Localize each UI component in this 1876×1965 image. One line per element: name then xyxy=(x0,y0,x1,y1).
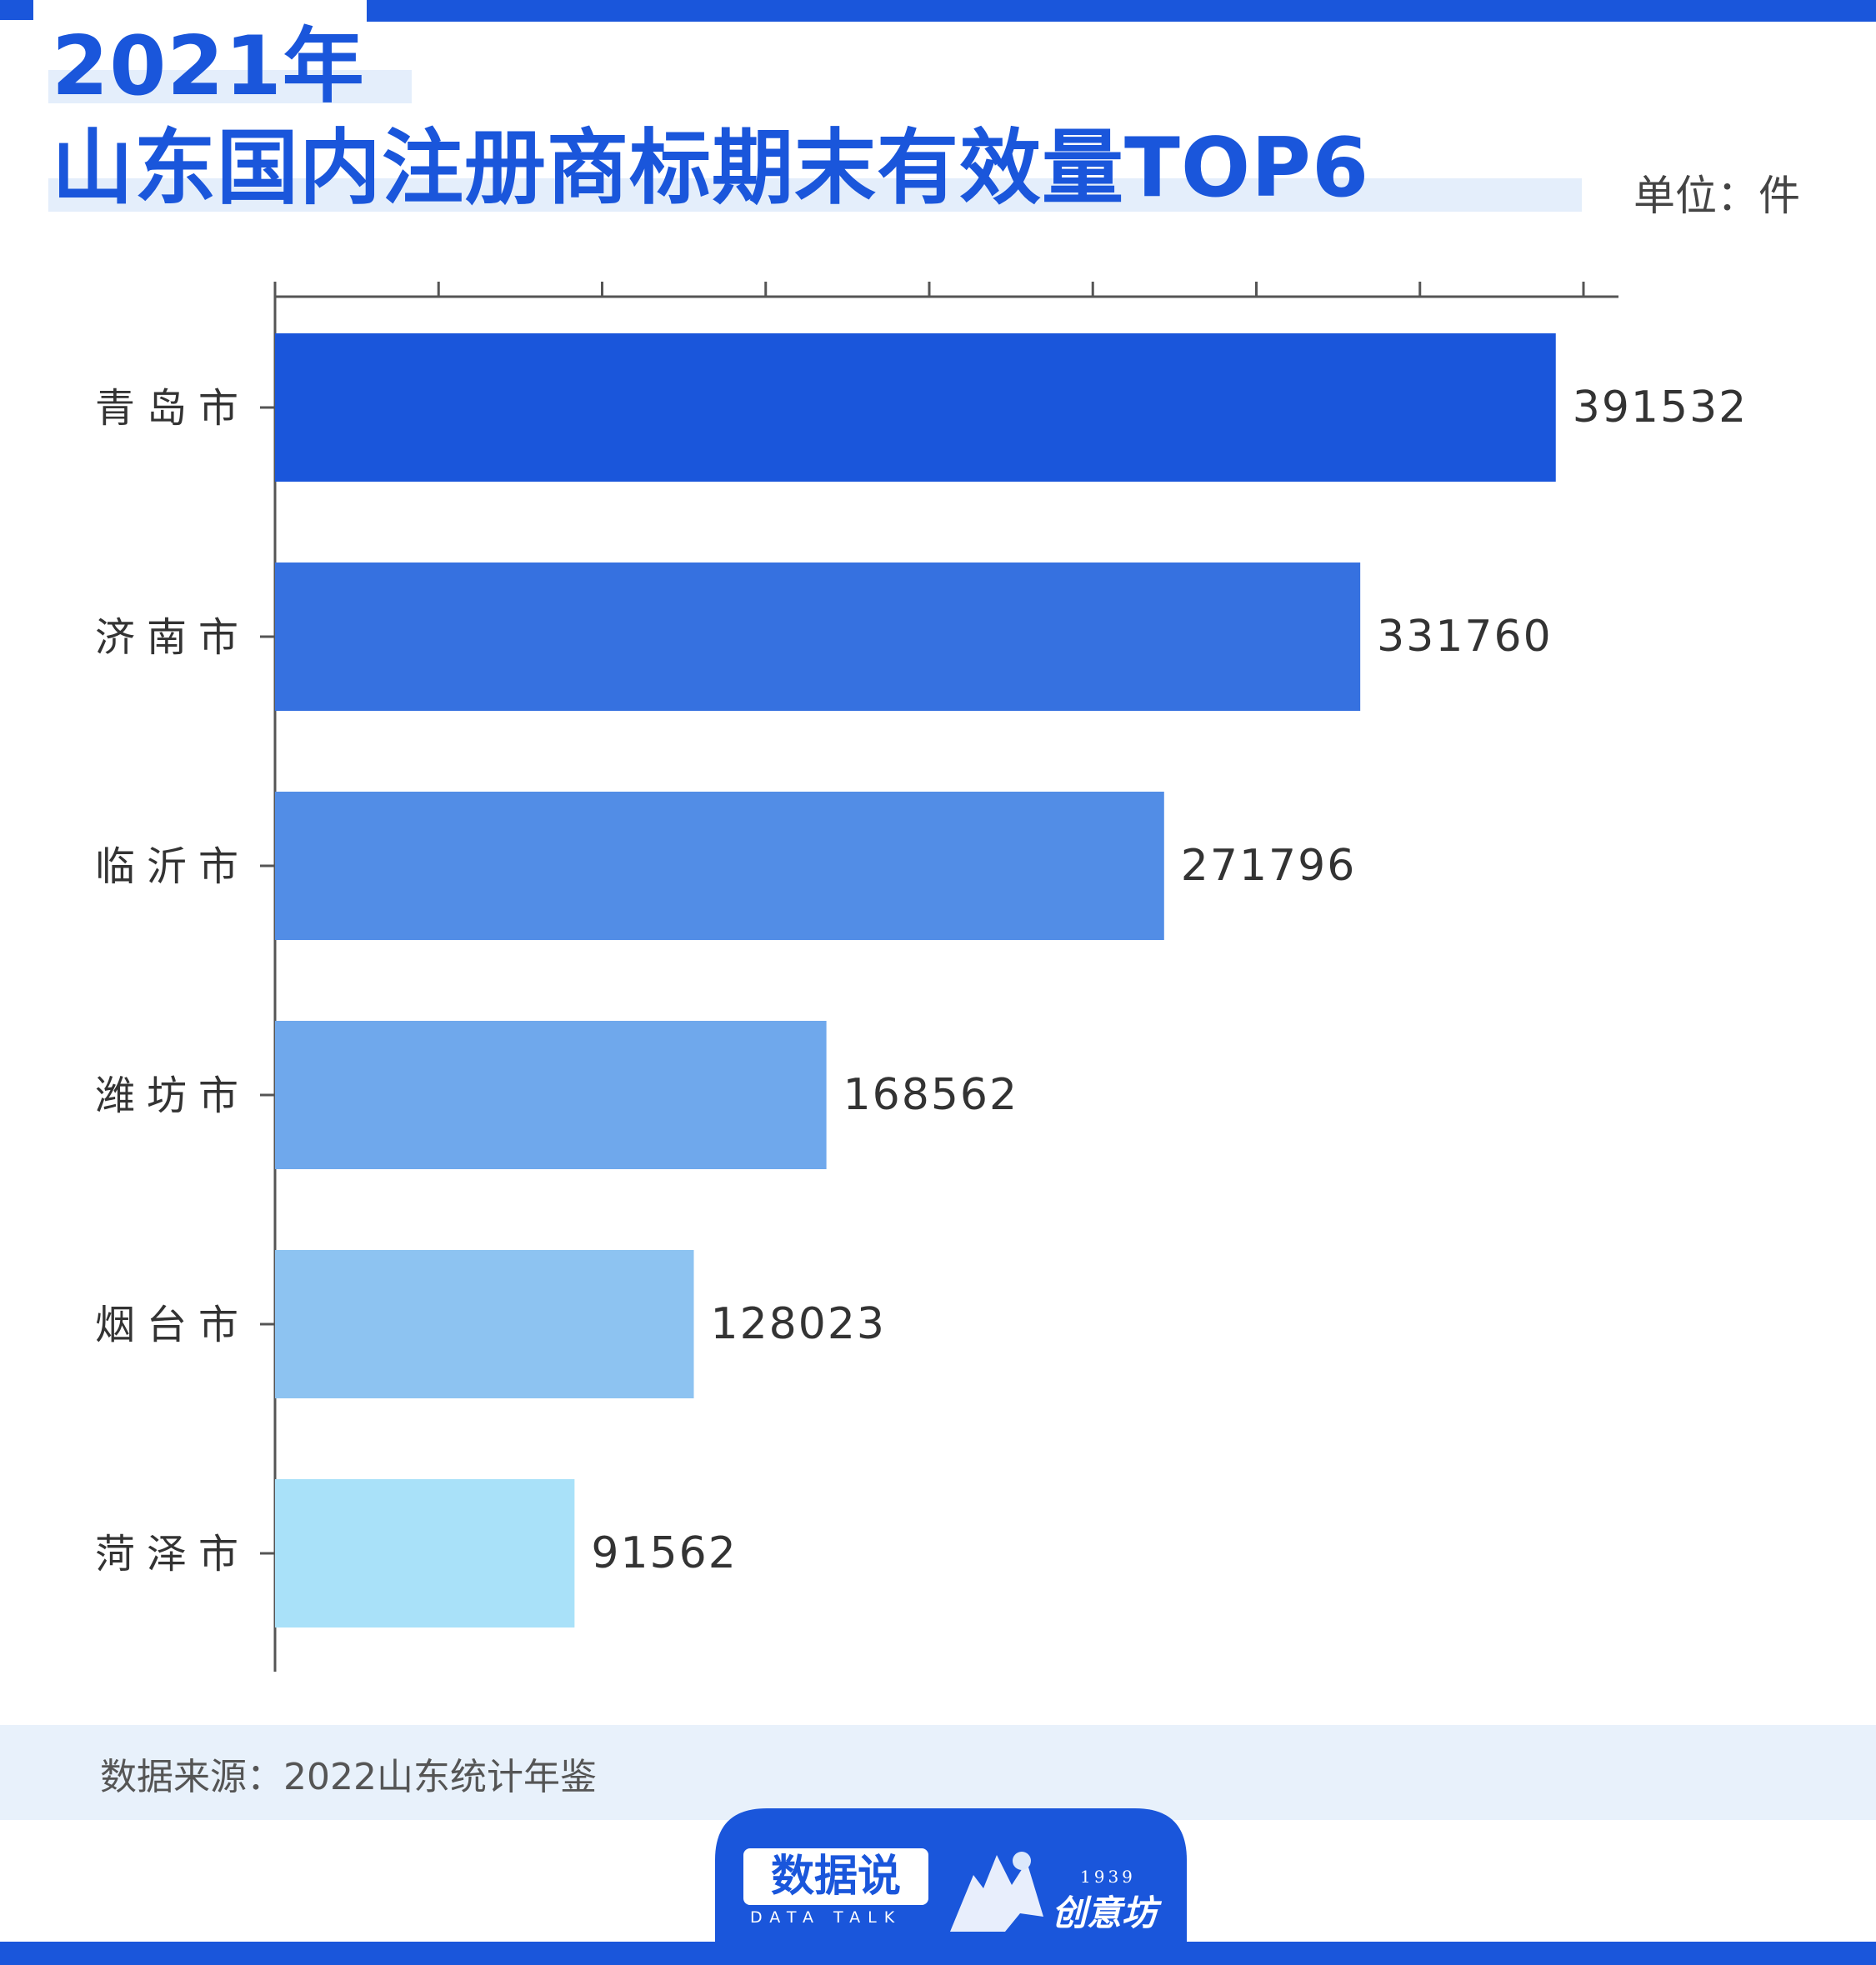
top-accent-bar-left xyxy=(0,0,33,20)
data-label-5: 91562 xyxy=(591,1528,737,1578)
bar-5 xyxy=(275,1479,575,1628)
chart-title-main: 山东国内注册商标期末有效量TOP6 xyxy=(52,121,1370,216)
data-label-0: 391532 xyxy=(1573,382,1748,432)
bar-4 xyxy=(275,1250,694,1398)
partner-logo-name: 创意坊 xyxy=(1052,1892,1158,1933)
unit-label: 单位：件 xyxy=(1633,172,1800,220)
data-label-3: 168562 xyxy=(843,1070,1019,1120)
category-label-1: 济南市 xyxy=(95,614,250,661)
data-source: 数据来源：2022山东统计年鉴 xyxy=(100,1756,597,1798)
brand-logo: 数据说 xyxy=(743,1848,928,1905)
category-label-2: 临沂市 xyxy=(95,843,250,890)
bottom-accent-bar xyxy=(0,1942,1876,1965)
data-label-4: 128023 xyxy=(710,1299,886,1349)
source-band xyxy=(0,1725,1876,1820)
sun-icon xyxy=(1013,1852,1031,1870)
bar-0 xyxy=(275,333,1556,482)
title-highlight-1 xyxy=(48,70,412,103)
mountain-icon xyxy=(950,1855,1043,1932)
data-label-1: 331760 xyxy=(1377,612,1553,662)
category-label-0: 青岛市 xyxy=(95,385,250,432)
chart-title-year: 2021年 xyxy=(52,19,365,114)
category-label-3: 潍坊市 xyxy=(95,1072,250,1119)
data-label-2: 271796 xyxy=(1181,841,1357,891)
bar-3 xyxy=(275,1021,827,1169)
brand-logo-sub: DATA TALK xyxy=(750,1908,903,1927)
partner-logo-year: 1939 xyxy=(1080,1867,1136,1887)
top-accent-bar-right xyxy=(367,0,1876,22)
category-label-4: 烟台市 xyxy=(95,1302,250,1348)
bar-2 xyxy=(275,792,1164,940)
title-highlight-2 xyxy=(48,178,1582,212)
bar-1 xyxy=(275,562,1361,711)
category-label-5: 菏泽市 xyxy=(95,1531,250,1578)
bar-chart: 青岛市 391532 济南市 331760 临沂市 271796 潍坊市 168562 烟台市 1… xyxy=(95,282,1748,1672)
